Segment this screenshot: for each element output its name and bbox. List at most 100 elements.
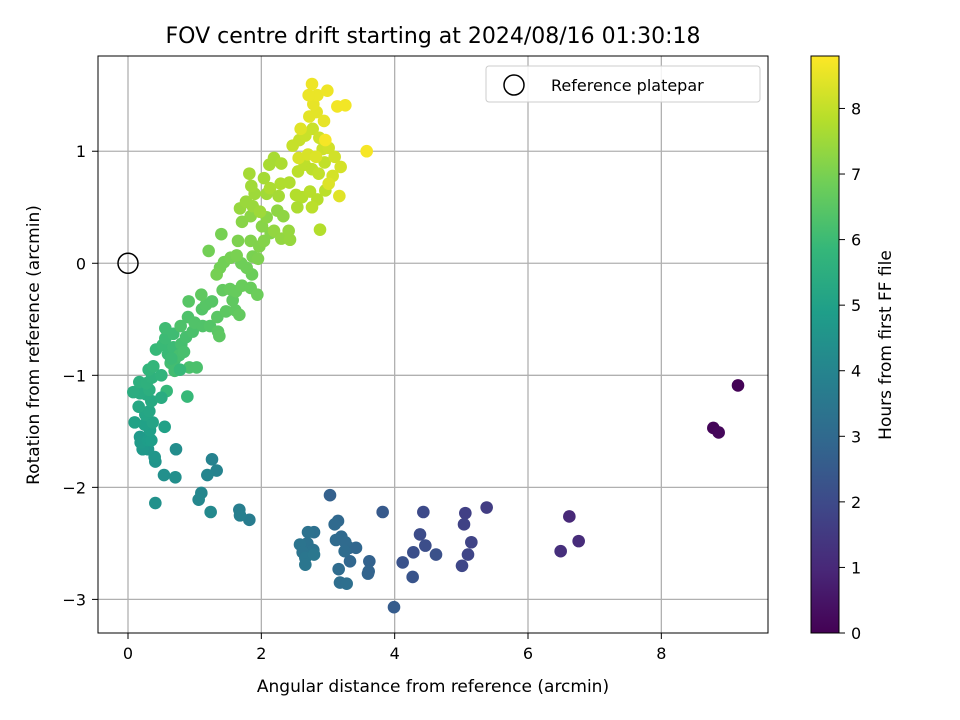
chart-title: FOV centre drift starting at 2024/08/16 … bbox=[166, 24, 701, 49]
data-point bbox=[205, 295, 219, 308]
data-point bbox=[190, 361, 203, 374]
data-point bbox=[301, 525, 315, 539]
data-point bbox=[263, 181, 277, 195]
colorbar-ticks: 0 1 2 3 4 5 6 7 8 bbox=[839, 99, 861, 643]
plot-area-frame bbox=[97, 55, 769, 634]
data-point bbox=[299, 558, 312, 571]
data-point bbox=[333, 189, 346, 203]
reference-point bbox=[117, 252, 139, 275]
data-point bbox=[277, 209, 290, 223]
data-point bbox=[387, 600, 401, 614]
colorbar-tick-label: 1 bbox=[851, 558, 861, 577]
data-point bbox=[165, 352, 178, 365]
data-point bbox=[169, 470, 182, 484]
data-point bbox=[457, 518, 471, 531]
data-point bbox=[201, 468, 214, 482]
data-point bbox=[419, 539, 432, 552]
x-tick-label: 4 bbox=[390, 644, 400, 663]
data-point bbox=[465, 535, 478, 549]
data-point bbox=[376, 505, 389, 519]
data-point bbox=[360, 144, 373, 158]
data-point bbox=[712, 426, 725, 439]
data-point bbox=[132, 400, 145, 413]
data-point bbox=[321, 84, 334, 98]
data-point bbox=[309, 150, 323, 164]
grid-lines bbox=[98, 56, 768, 633]
colorbar-gradient bbox=[810, 55, 840, 634]
data-point bbox=[317, 114, 331, 128]
data-point bbox=[282, 224, 295, 238]
data-point bbox=[323, 488, 337, 502]
x-tick-label: 8 bbox=[656, 644, 666, 663]
data-point bbox=[429, 548, 443, 561]
data-point bbox=[311, 88, 324, 102]
data-point bbox=[396, 556, 409, 569]
data-point bbox=[334, 160, 347, 174]
data-point bbox=[149, 496, 162, 510]
data-point bbox=[145, 433, 158, 447]
data-point bbox=[283, 176, 296, 189]
data-point bbox=[257, 171, 271, 185]
reference-marker bbox=[117, 252, 139, 275]
data-point bbox=[204, 505, 217, 519]
y-tick-label: −2 bbox=[62, 478, 86, 497]
data-point bbox=[291, 200, 304, 214]
data-point bbox=[307, 548, 321, 561]
data-point bbox=[312, 167, 325, 180]
data-point bbox=[230, 249, 243, 262]
data-point bbox=[338, 544, 351, 558]
data-point bbox=[349, 541, 363, 555]
colorbar-tick-label: 3 bbox=[851, 427, 861, 446]
data-point bbox=[243, 167, 256, 180]
data-point bbox=[231, 234, 245, 248]
data-point bbox=[313, 223, 327, 236]
data-point bbox=[322, 177, 335, 191]
data-point bbox=[245, 179, 258, 193]
data-point bbox=[243, 513, 256, 527]
data-point bbox=[251, 252, 265, 266]
data-point bbox=[361, 567, 375, 580]
data-point bbox=[205, 453, 219, 466]
legend: Reference platepar bbox=[485, 65, 761, 103]
data-point bbox=[213, 329, 226, 343]
y-axis-label: Rotation from reference (arcmin) bbox=[24, 205, 44, 485]
x-tick-label: 2 bbox=[256, 644, 266, 663]
data-point bbox=[181, 390, 194, 403]
colorbar-tick-label: 5 bbox=[851, 296, 861, 315]
data-point bbox=[251, 288, 264, 301]
data-point bbox=[461, 548, 475, 561]
data-point bbox=[192, 493, 205, 506]
y-tick-label: 0 bbox=[76, 254, 86, 273]
data-point bbox=[202, 244, 215, 258]
data-point bbox=[406, 570, 419, 584]
colorbar-label: Hours from first FF file bbox=[876, 250, 896, 440]
colorbar-tick-label: 8 bbox=[851, 99, 861, 118]
x-axis-label: Angular distance from reference (arcmin) bbox=[257, 677, 609, 697]
colorbar-tick-label: 2 bbox=[851, 493, 861, 512]
data-point bbox=[459, 506, 472, 520]
data-point bbox=[319, 133, 332, 147]
data-points bbox=[127, 77, 745, 614]
colorbar: 0 1 2 3 4 5 6 7 8 Hours from first FF file bbox=[810, 55, 896, 643]
data-point bbox=[305, 77, 319, 91]
data-point bbox=[174, 319, 187, 333]
data-point bbox=[128, 416, 141, 429]
legend-box bbox=[485, 65, 761, 103]
data-point bbox=[147, 360, 160, 373]
data-point bbox=[340, 577, 353, 591]
data-point bbox=[339, 535, 352, 549]
x-axis-ticks: 0 2 4 6 8 bbox=[123, 633, 666, 663]
y-tick-label: 1 bbox=[76, 142, 86, 161]
data-point bbox=[182, 295, 195, 308]
colorbar-tick-label: 0 bbox=[851, 624, 861, 643]
data-point bbox=[155, 369, 168, 382]
data-point bbox=[328, 150, 341, 164]
legend-entry-label: Reference platepar bbox=[551, 76, 704, 95]
data-point bbox=[332, 562, 345, 576]
data-point bbox=[219, 305, 233, 318]
colorbar-tick-label: 7 bbox=[851, 165, 861, 184]
data-point bbox=[339, 98, 352, 112]
data-point bbox=[572, 534, 585, 548]
data-point bbox=[143, 404, 156, 418]
